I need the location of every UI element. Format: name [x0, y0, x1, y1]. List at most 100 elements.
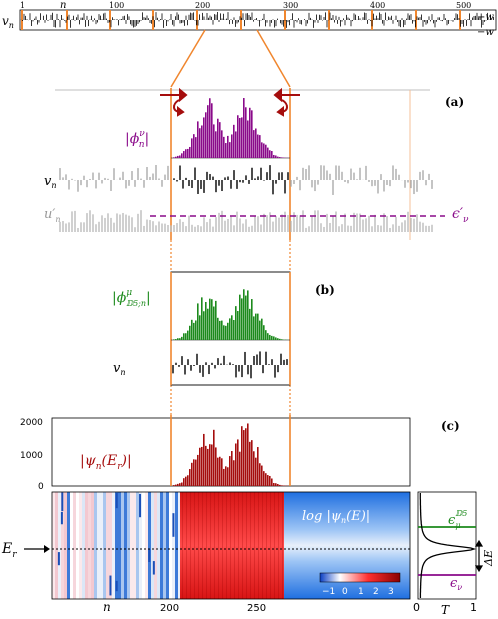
- heat-blob: [152, 561, 155, 575]
- phi-mu-bars: [173, 289, 289, 340]
- phi-nu-bar: [235, 131, 237, 158]
- psi-bar: [239, 451, 241, 486]
- heat-stripe: [133, 492, 136, 599]
- phi-mu-bar: [255, 313, 257, 340]
- phi-nu-bar: [273, 154, 275, 158]
- red-stripe: [274, 492, 275, 599]
- phi-mu-bar: [201, 297, 203, 340]
- psi-bar: [237, 439, 239, 486]
- red-stripe: [234, 492, 235, 599]
- phi-mu-bar: [247, 290, 249, 340]
- phi-nu-bar: [219, 122, 221, 158]
- red-stripe: [250, 492, 251, 599]
- phi-nu-bar: [189, 146, 191, 158]
- psi-bar: [177, 483, 179, 486]
- psi-bar: [203, 433, 205, 486]
- phi-nu-bar: [267, 147, 269, 158]
- psi-bar: [213, 429, 215, 486]
- psi-bar: [271, 478, 273, 486]
- phi-mu-bar: [265, 330, 267, 340]
- phi-mu-bar: [223, 325, 225, 340]
- phi-mu-bar: [243, 289, 245, 340]
- panel-c-label: (c): [441, 419, 460, 433]
- phi-mu-bar: [177, 338, 179, 340]
- psi-bar: [245, 428, 247, 486]
- heat-stripe: [172, 492, 175, 599]
- psi-bar: [189, 469, 191, 486]
- psi-bar: [269, 475, 271, 486]
- heat-stripe: [142, 492, 145, 599]
- top-minus-w: −w: [477, 27, 494, 38]
- phi-mu-bar: [275, 337, 277, 340]
- heatmap: log |ψn(E)| −1 0 1 2 3 Er n 200 250: [1, 491, 411, 614]
- phi-mu-bar: [235, 306, 237, 340]
- heat-stripe: [100, 492, 103, 599]
- dotted-connectors: [170, 240, 291, 415]
- heat-stripe: [139, 492, 142, 599]
- phi-nu-label: |ϕν n|: [125, 129, 149, 150]
- phi-mu-bar: [231, 315, 233, 340]
- red-stripe: [258, 492, 259, 599]
- v-n-label-b: vn: [113, 361, 126, 377]
- phi-nu-bar: [191, 138, 193, 158]
- heat-stripe: [163, 492, 166, 599]
- eps-mu-label: ϵ𝔻5 μ: [448, 509, 467, 530]
- psi-bar: [261, 465, 263, 486]
- heatmap-red-region: [180, 492, 284, 599]
- heat-stripe: [82, 492, 85, 599]
- phi-nu-bar: [173, 157, 175, 158]
- red-stripe: [206, 492, 207, 599]
- cbar-tick-1: 1: [358, 587, 364, 597]
- phi-nu-bar: [251, 110, 253, 158]
- phi-mu-bar: [253, 316, 255, 340]
- phi-mu-bar: [193, 322, 195, 340]
- heat-stripe: [67, 492, 70, 599]
- heat-stripe: [151, 492, 154, 599]
- transmission-panel: ϵ𝔻5 μ ϵν ΔE 0 1 T: [413, 491, 495, 617]
- psi-bar: [257, 447, 259, 486]
- psi-bar: [191, 462, 193, 486]
- t-xtick-1: 1: [470, 601, 477, 614]
- cbar-tick-3: 3: [388, 587, 394, 597]
- phi-nu-bar: [237, 115, 239, 158]
- phi-mu-bar: [273, 336, 275, 340]
- psi-bar: [193, 459, 195, 486]
- phi-mu-bar: [173, 339, 175, 340]
- phi-mu-bar: [239, 294, 241, 340]
- psi-bar: [249, 441, 251, 486]
- heat-blob: [148, 549, 151, 562]
- psi-bar: [197, 454, 199, 486]
- phi-nu-bar: [261, 142, 263, 158]
- heat-stripe: [148, 492, 151, 599]
- heat-stripe: [70, 492, 73, 599]
- heat-stripe: [157, 492, 160, 599]
- v-n-signal-a: [59, 165, 433, 195]
- top-tick-200: 200: [195, 1, 210, 10]
- heat-stripe: [94, 492, 97, 599]
- heat-stripe: [97, 492, 100, 599]
- top-tick-100: 100: [109, 1, 124, 10]
- phi-nu-bar: [179, 155, 181, 158]
- phi-nu-bar: [209, 98, 211, 158]
- psi-bar: [259, 463, 261, 486]
- phi-mu-bar: [249, 308, 251, 340]
- phi-mu-bar: [257, 313, 259, 340]
- left-arrow: [160, 87, 188, 117]
- red-stripe: [282, 492, 283, 599]
- phi-nu-bar: [217, 118, 219, 158]
- heat-stripe: [166, 492, 169, 599]
- phi-mu-bar: [209, 298, 211, 340]
- v-n-signal-b: [172, 351, 288, 379]
- heat-xtick-200: 200: [160, 603, 179, 614]
- heat-stripe: [76, 492, 79, 599]
- phi-mu-bar: [181, 336, 183, 340]
- heat-stripe: [64, 492, 67, 599]
- psi-bar: [283, 485, 285, 486]
- phi-mu-bar: [225, 325, 227, 340]
- psi-bar: [279, 484, 281, 486]
- top-tick-300: 300: [283, 1, 298, 10]
- phi-nu-bar: [221, 130, 223, 158]
- transmission-curve: [419, 493, 477, 598]
- heat-stripe: [88, 492, 91, 599]
- heat-stripe: [85, 492, 88, 599]
